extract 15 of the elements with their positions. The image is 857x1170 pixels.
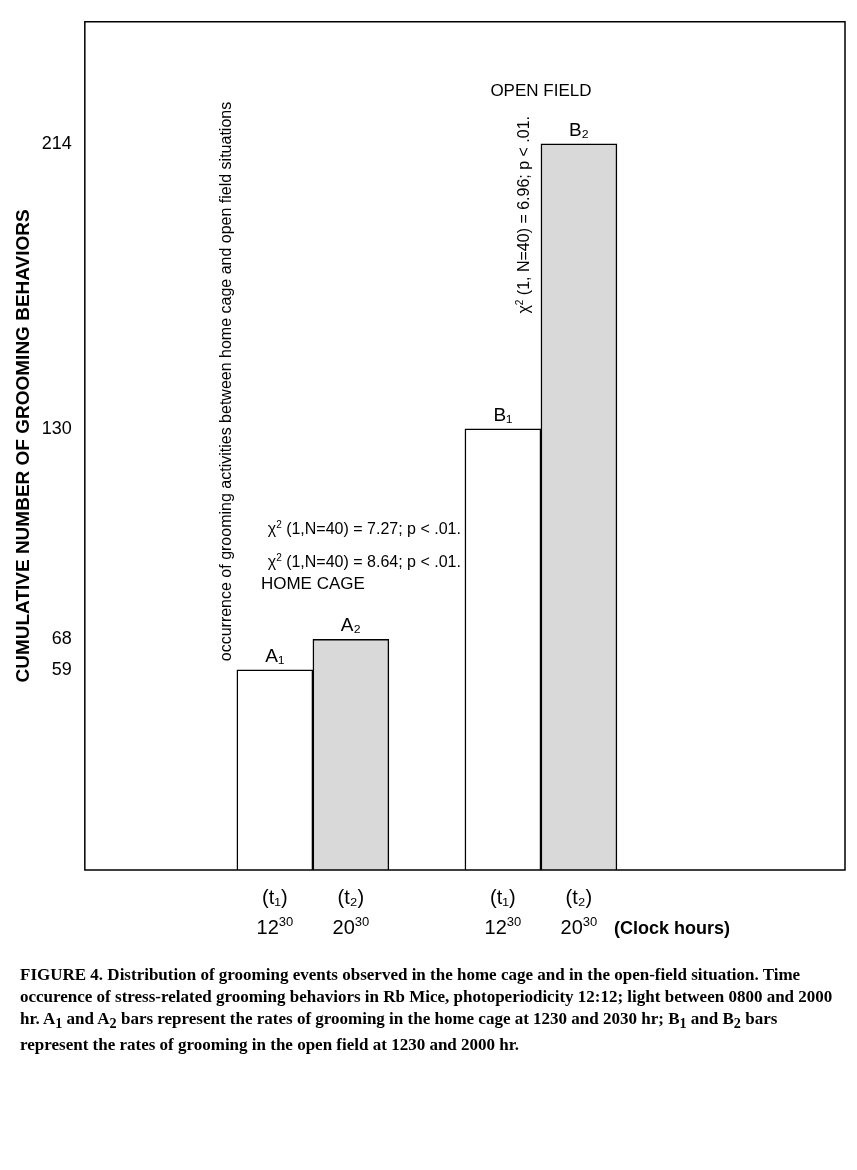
data-label: A₁ — [265, 644, 285, 666]
text: FIGURE 4. Distribution of grooming events observed in the home cage and in the open-field situation. Time occurence of stress-related grooming behaviors in Rb Mice, photoperiodicity 12:12; light between 0800 and 2000 hr. A$_{1}$ and A$_{2}$ bars represent the rates of grooming in the home cage at 1230 and 2030 hr; B$_{1}$ and B$_{2}$ bars represent the rates of grooming in the open field at 1230 and 2000 hr. — [20, 965, 833, 1055]
data-label: B₁ — [493, 403, 513, 425]
x-axis-title: (Clock hours) — [614, 918, 731, 938]
data-label: B₂ — [568, 118, 589, 140]
annotation: χ2 (1, N=40) = 6.96; p < .01. — [513, 115, 532, 314]
y-tick-label: 214 — [41, 132, 72, 153]
annotation: HOME CAGE — [260, 574, 365, 594]
y-axis-title: CUMULATIVE NUMBER OF GROOMING BEHAVIORS — [11, 209, 33, 683]
annotation: OPEN FIELD — [490, 80, 592, 100]
y-tick-label: 59 — [51, 658, 72, 679]
y-tick-label: 68 — [51, 628, 72, 649]
data-label: A₂ — [340, 614, 361, 636]
annotation: occurrence of grooming activities between home cage and open field situations — [216, 101, 234, 662]
y-tick-label: 130 — [41, 417, 72, 438]
